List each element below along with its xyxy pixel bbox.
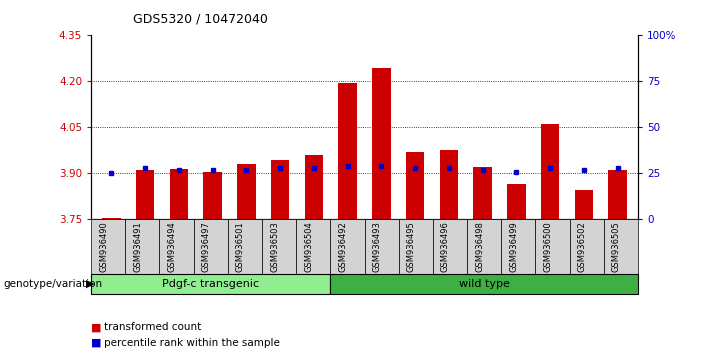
Bar [136,170,154,219]
Text: genotype/variation: genotype/variation [4,279,102,289]
Text: GSM936499: GSM936499 [510,222,518,272]
Text: ■: ■ [91,338,102,348]
Text: GSM936503: GSM936503 [270,222,279,272]
Text: GSM936491: GSM936491 [133,222,142,272]
Text: percentile rank within the sample: percentile rank within the sample [104,338,280,348]
Bar [372,68,390,219]
Text: GSM936501: GSM936501 [236,222,245,272]
Bar [305,155,323,219]
Bar [608,170,627,219]
Text: Pdgf-c transgenic: Pdgf-c transgenic [162,279,259,289]
Bar [440,150,458,219]
Text: GSM936492: GSM936492 [339,222,348,272]
Bar [170,169,188,219]
Bar [406,152,424,219]
Text: GSM936504: GSM936504 [304,222,313,272]
Bar [339,83,357,219]
Bar [237,164,256,219]
Text: GSM936497: GSM936497 [202,222,211,272]
Text: wild type: wild type [458,279,510,289]
Bar [271,160,290,219]
Text: ■: ■ [91,322,102,332]
Bar [507,184,526,219]
Text: transformed count: transformed count [104,322,201,332]
Text: GSM936498: GSM936498 [475,222,484,272]
Text: GSM936502: GSM936502 [578,222,587,272]
Text: GSM936493: GSM936493 [373,222,381,272]
Bar [203,172,222,219]
Text: GSM936495: GSM936495 [407,222,416,272]
Bar [541,124,559,219]
Bar [473,167,492,219]
Text: GSM936494: GSM936494 [168,222,177,272]
Text: GSM936500: GSM936500 [543,222,552,272]
Text: ▶: ▶ [86,279,94,289]
Text: GSM936496: GSM936496 [441,222,450,272]
Text: GSM936490: GSM936490 [100,222,108,272]
Bar [102,218,121,219]
Bar [575,190,593,219]
Text: GSM936505: GSM936505 [612,222,621,272]
Text: GDS5320 / 10472040: GDS5320 / 10472040 [133,12,268,25]
